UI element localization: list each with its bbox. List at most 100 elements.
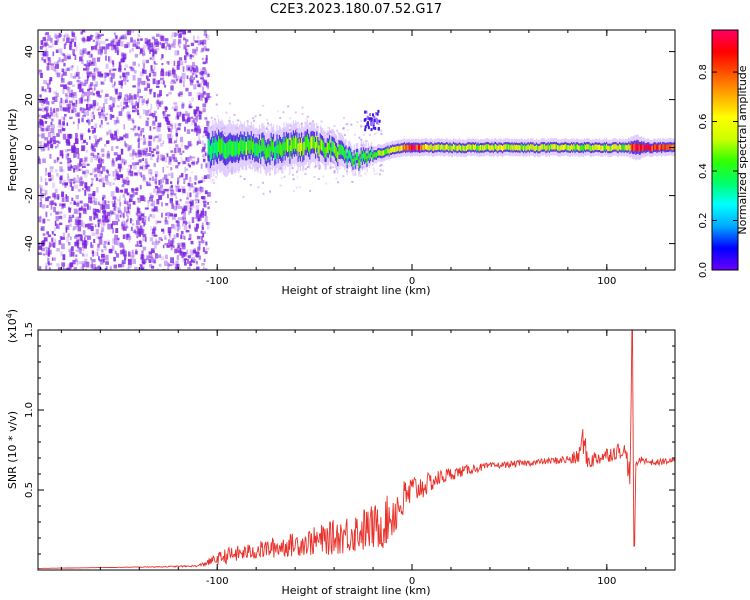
noise-speck bbox=[131, 249, 134, 254]
noise-speck bbox=[172, 39, 177, 45]
ridge-core bbox=[260, 145, 262, 159]
noise-speck bbox=[157, 220, 162, 224]
noise-speck bbox=[100, 81, 103, 85]
noise-speck bbox=[97, 34, 102, 37]
noise-speck bbox=[195, 251, 200, 258]
ridge-core bbox=[541, 144, 543, 150]
noise-speck bbox=[77, 216, 81, 223]
ridge-core bbox=[369, 152, 372, 159]
ridge-core bbox=[524, 144, 526, 150]
noise-speck bbox=[69, 41, 72, 47]
ridge-core bbox=[600, 145, 602, 151]
noise-speck bbox=[201, 47, 205, 52]
ridge-core bbox=[585, 144, 587, 151]
noise-speck bbox=[173, 234, 176, 239]
noise-speck bbox=[105, 43, 110, 50]
noise-speck bbox=[82, 252, 84, 256]
colorbar-tick-label: 0.6 bbox=[698, 114, 709, 130]
noise-speck bbox=[100, 267, 102, 270]
noise-speck bbox=[72, 103, 75, 109]
ridge-core bbox=[638, 144, 640, 152]
noise-speck bbox=[194, 83, 197, 90]
noise-speck bbox=[117, 207, 121, 213]
noise-speck bbox=[88, 197, 92, 204]
noise-speck bbox=[151, 208, 154, 212]
ridge-core bbox=[507, 144, 510, 150]
spectrogram-x-ticks: -100 0 100 bbox=[60, 30, 647, 287]
ridge-core bbox=[272, 139, 275, 153]
ridge-core bbox=[403, 144, 405, 150]
noise-speck bbox=[168, 127, 171, 132]
noise-speck bbox=[70, 165, 74, 169]
noise-speck bbox=[114, 202, 118, 206]
ridge-core bbox=[552, 144, 554, 150]
noise-speck bbox=[65, 224, 70, 230]
noise-speck bbox=[173, 205, 177, 211]
noise-speck bbox=[80, 53, 85, 57]
ridge-core bbox=[315, 142, 317, 154]
noise-speck bbox=[121, 158, 125, 164]
snr-frame bbox=[37, 329, 676, 571]
noise-speck bbox=[103, 210, 107, 216]
noise-speck bbox=[148, 169, 153, 175]
noise-speck bbox=[49, 77, 53, 82]
noise-speck bbox=[102, 218, 106, 223]
noise-speck bbox=[204, 251, 208, 254]
noise-speck bbox=[125, 76, 129, 79]
side-fragment bbox=[373, 118, 376, 122]
noise-speck bbox=[166, 153, 169, 158]
halo-speck bbox=[282, 111, 285, 114]
noise-speck bbox=[153, 226, 157, 231]
halo-speck bbox=[360, 125, 363, 128]
noise-speck bbox=[100, 225, 105, 229]
noise-speck bbox=[171, 203, 174, 209]
ridge-core bbox=[235, 141, 237, 156]
noise-speck bbox=[186, 114, 189, 117]
noise-speck bbox=[79, 49, 84, 55]
halo-speck bbox=[212, 178, 215, 181]
ridge-core bbox=[336, 147, 338, 158]
noise-speck bbox=[207, 73, 210, 77]
ridge-core bbox=[263, 140, 265, 154]
noise-speck bbox=[112, 161, 114, 167]
noise-speck bbox=[81, 159, 86, 165]
noise-speck bbox=[191, 72, 195, 76]
noise-speck bbox=[43, 100, 46, 104]
noise-speck bbox=[97, 139, 100, 143]
ridge-core bbox=[450, 145, 452, 151]
noise-speck bbox=[103, 103, 105, 108]
halo-speck bbox=[215, 103, 218, 106]
noise-speck bbox=[115, 35, 118, 39]
noise-speck bbox=[196, 67, 199, 73]
noise-speck bbox=[53, 140, 56, 145]
noise-speck bbox=[192, 48, 197, 54]
noise-speck bbox=[203, 143, 206, 149]
noise-speck bbox=[170, 244, 173, 251]
noise-speck bbox=[68, 249, 72, 252]
noise-speck bbox=[92, 193, 95, 196]
noise-speck bbox=[58, 48, 63, 53]
noise-speck bbox=[142, 158, 144, 161]
noise-speck bbox=[171, 141, 176, 144]
noise-speck bbox=[151, 69, 154, 73]
noise-speck bbox=[205, 55, 208, 60]
ridge-core bbox=[528, 145, 531, 151]
noise-speck bbox=[156, 199, 160, 205]
ridge-core bbox=[592, 145, 594, 151]
noise-speck bbox=[185, 110, 188, 116]
noise-speck bbox=[98, 221, 101, 224]
noise-speck bbox=[168, 70, 172, 77]
noise-speck bbox=[61, 68, 64, 72]
noise-speck bbox=[200, 230, 203, 234]
noise-speck bbox=[140, 256, 144, 260]
noise-speck bbox=[99, 124, 102, 128]
noise-speck bbox=[105, 215, 108, 219]
noise-speck bbox=[40, 185, 43, 192]
noise-speck bbox=[192, 189, 196, 194]
ridge-core bbox=[327, 142, 330, 154]
noise-speck bbox=[50, 63, 54, 66]
ridge-core bbox=[401, 145, 403, 151]
noise-speck bbox=[95, 44, 98, 51]
noise-speck bbox=[38, 159, 42, 165]
noise-speck bbox=[87, 130, 91, 132]
